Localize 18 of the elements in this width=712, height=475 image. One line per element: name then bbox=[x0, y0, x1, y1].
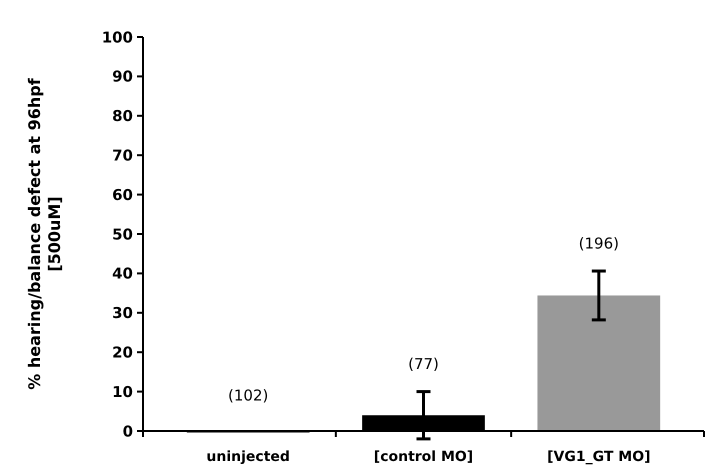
annotation: (77) bbox=[408, 354, 439, 373]
annotation: (102) bbox=[228, 386, 268, 404]
x-tick-label: uninjected bbox=[206, 449, 290, 465]
y-tick-label: 20 bbox=[112, 343, 133, 362]
annotation: (196) bbox=[578, 234, 619, 252]
y-tick-label: 30 bbox=[112, 304, 133, 322]
y-tick-label: 70 bbox=[112, 146, 133, 164]
x-tick-label: [VG1_GT MO] bbox=[547, 449, 650, 465]
y-tick-label: 80 bbox=[112, 107, 133, 126]
y-tick-label: 90 bbox=[112, 68, 133, 86]
y-axis-title: % hearing/balance defect at 96hpf [500uM] bbox=[25, 77, 64, 390]
y-tick-label: 0 bbox=[122, 422, 133, 440]
y-tick-label: 10 bbox=[112, 382, 133, 401]
x-tick-label: [control MO] bbox=[374, 449, 474, 465]
y-tick-label: 100 bbox=[102, 28, 133, 46]
y-tick-label: 40 bbox=[112, 264, 133, 283]
y-tick-label: 50 bbox=[112, 225, 133, 244]
y-tick-label: 60 bbox=[112, 186, 133, 204]
